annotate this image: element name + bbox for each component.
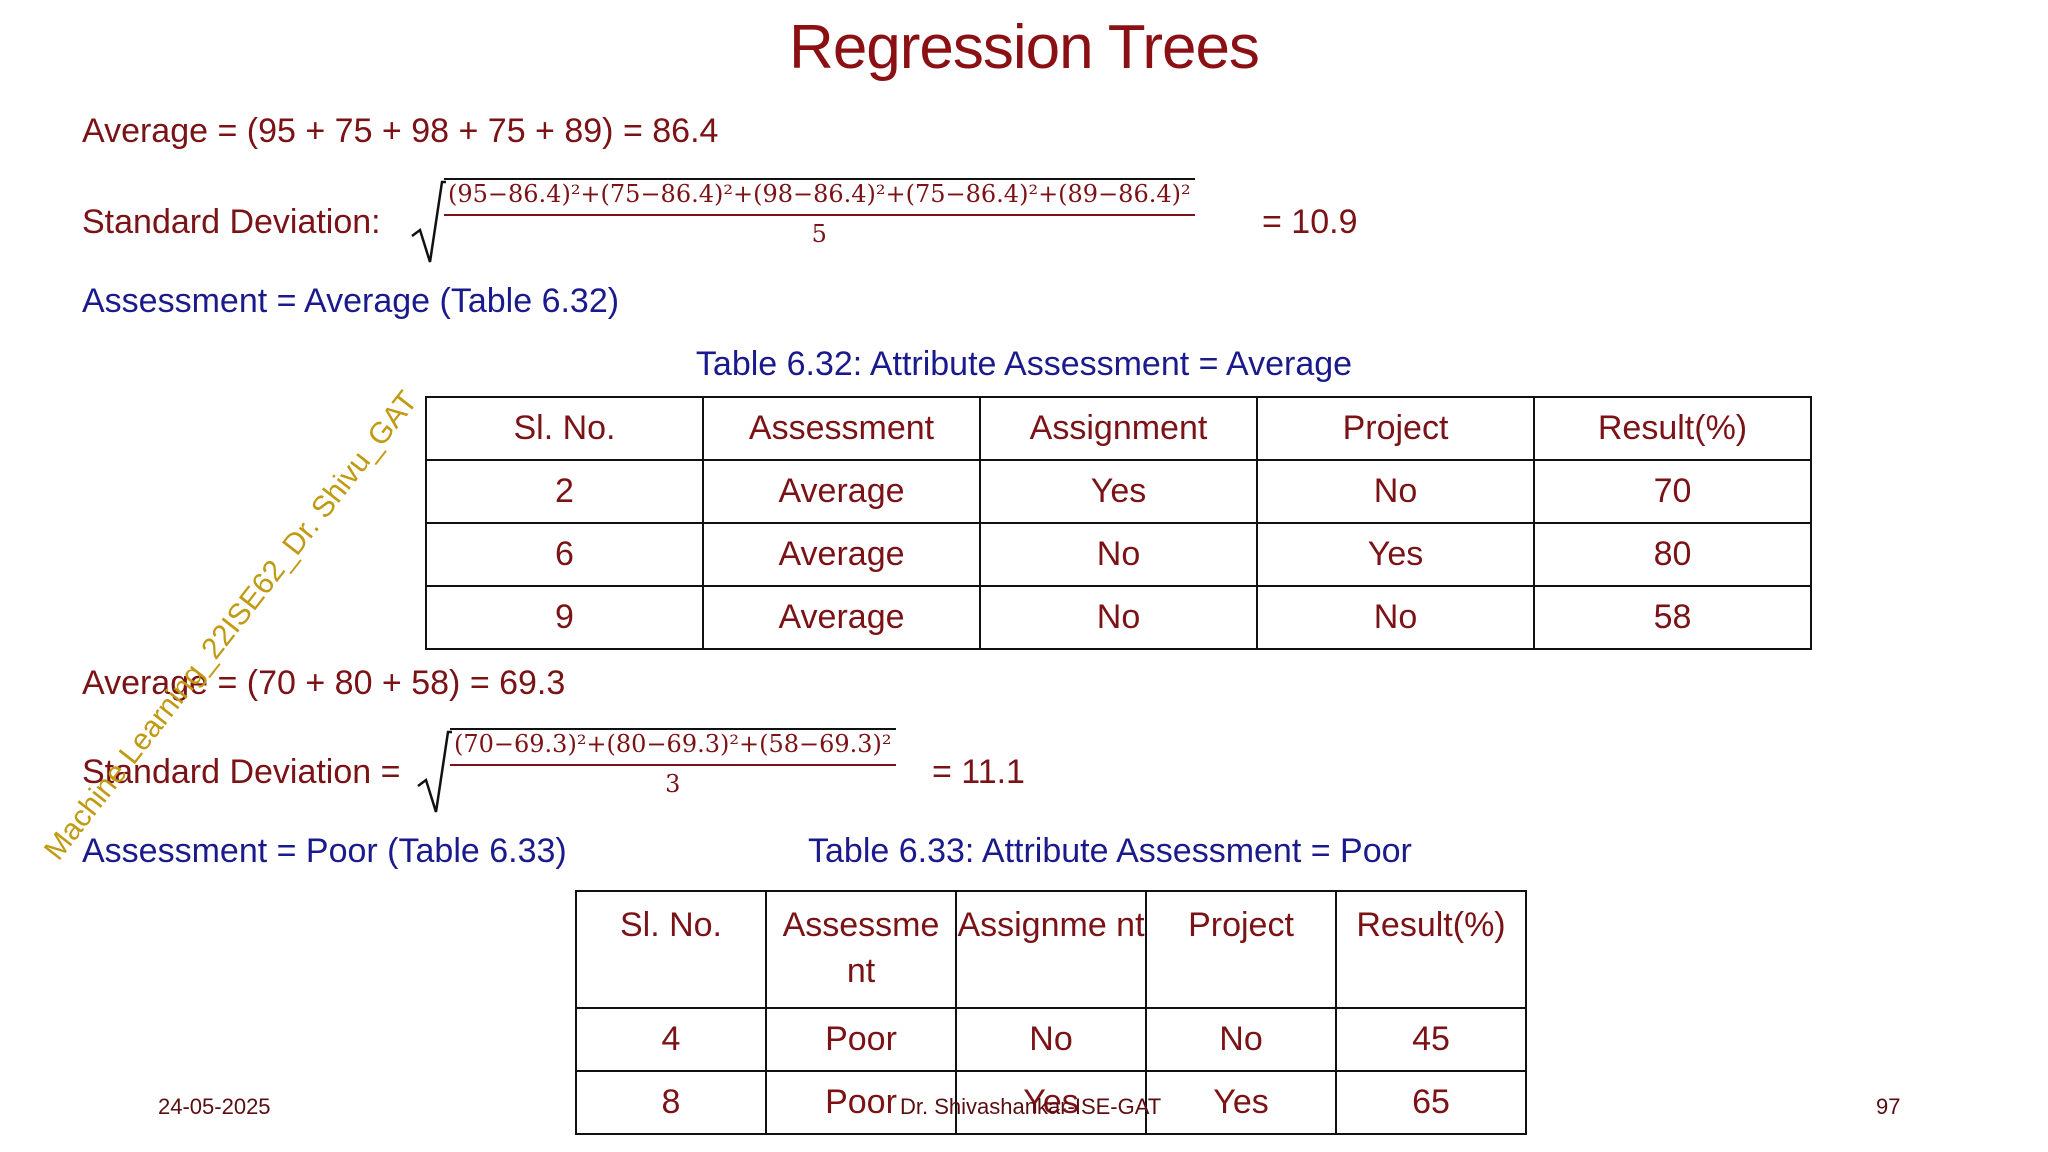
footer-page-number: 97 bbox=[1876, 1094, 1901, 1119]
table-row: 8 Poor Yes Yes 65 bbox=[575, 1070, 1527, 1135]
table-cell: 9 bbox=[425, 585, 704, 650]
sd-fraction-1: (95−86.4)²+(75−86.4)²+(98−86.4)²+(75−86.… bbox=[444, 178, 1195, 248]
table-cell: 80 bbox=[1533, 522, 1812, 587]
table-cell: 58 bbox=[1533, 585, 1812, 650]
table-cell: Yes bbox=[955, 1070, 1147, 1135]
table-cell: Yes bbox=[979, 459, 1258, 524]
table-cell: No bbox=[955, 1007, 1147, 1072]
header-cell: Assessme nt bbox=[765, 890, 957, 1009]
header-cell: Sl. No. bbox=[575, 890, 767, 1009]
sd-denominator-1: 5 bbox=[811, 220, 827, 248]
header-cell: Assignment bbox=[979, 396, 1258, 461]
table-cell: Average bbox=[702, 459, 981, 524]
table-6-33: Sl. No. Assessme nt Assignme nt Project … bbox=[575, 890, 1527, 1135]
table-cell: Yes bbox=[1256, 522, 1535, 587]
table-cell: 2 bbox=[425, 459, 704, 524]
table-cell: 6 bbox=[425, 522, 704, 587]
table-cell: Average bbox=[702, 522, 981, 587]
header-cell: Sl. No. bbox=[425, 396, 704, 461]
sd-result-2: = 11.1 bbox=[932, 753, 1025, 791]
table-row: 6 Average No Yes 80 bbox=[425, 522, 1812, 587]
footer-author: Dr. Shivashankar-ISE-GAT bbox=[900, 1094, 1162, 1119]
header-cell: Project bbox=[1256, 396, 1535, 461]
assessment-average-line: Assessment = Average (Table 6.32) bbox=[82, 282, 620, 320]
table-6-32: Sl. No. Assessment Assignment Project Re… bbox=[425, 396, 1812, 650]
sqrt-symbol-1 bbox=[411, 180, 446, 263]
table-6-33-caption: Table 6.33: Attribute Assessment = Poor bbox=[808, 832, 1412, 870]
header-cell: Assessment bbox=[702, 396, 981, 461]
sd-label-1: Standard Deviation: bbox=[82, 203, 381, 241]
table-row: 2 Average Yes No 70 bbox=[425, 459, 1812, 524]
header-cell: Result(%) bbox=[1533, 396, 1812, 461]
assessment-poor-line: Assessment = Poor (Table 6.33) bbox=[82, 832, 567, 870]
average-line-1: Average = (95 + 75 + 98 + 75 + 89) = 86.… bbox=[82, 112, 719, 150]
table-cell: Poor bbox=[765, 1007, 957, 1072]
table-header-row: Sl. No. Assessme nt Assignme nt Project … bbox=[575, 890, 1527, 1009]
sd-denominator-2: 3 bbox=[665, 770, 681, 798]
table-cell: Poor bbox=[765, 1070, 957, 1135]
sd-numerator-1: (95−86.4)²+(75−86.4)²+(98−86.4)²+(75−86.… bbox=[444, 180, 1195, 216]
table-cell: 65 bbox=[1335, 1070, 1527, 1135]
watermark: Machine Learning_22ISE62_Dr. Shivu_GAT bbox=[38, 385, 425, 867]
header-cell: Assignme nt bbox=[955, 890, 1147, 1009]
slide-title: Regression Trees bbox=[789, 13, 1260, 82]
table-row: 9 Average No No 58 bbox=[425, 585, 1812, 650]
table-cell: Average bbox=[702, 585, 981, 650]
table-cell: No bbox=[979, 585, 1258, 650]
footer-date: 24-05-2025 bbox=[158, 1094, 271, 1119]
sqrt-symbol-2 bbox=[417, 730, 452, 813]
table-6-32-caption: Table 6.32: Attribute Assessment = Avera… bbox=[695, 345, 1353, 383]
table-cell: 4 bbox=[575, 1007, 767, 1072]
table-cell: No bbox=[1145, 1007, 1337, 1072]
table-cell: No bbox=[979, 522, 1258, 587]
table-cell: No bbox=[1256, 585, 1535, 650]
average-line-2: Average = (70 + 80 + 58) = 69.3 bbox=[82, 664, 566, 702]
table-cell: Yes bbox=[1145, 1070, 1337, 1135]
header-cell: Project bbox=[1145, 890, 1337, 1009]
table-cell: 45 bbox=[1335, 1007, 1527, 1072]
header-cell: Result(%) bbox=[1335, 890, 1527, 1009]
sd-label-2: Standard Deviation = bbox=[82, 753, 401, 791]
sd-fraction-2: (70−69.3)²+(80−69.3)²+(58−69.3)² 3 bbox=[450, 728, 896, 798]
table-header-row: Sl. No. Assessment Assignment Project Re… bbox=[425, 396, 1812, 461]
sd-result-1: = 10.9 bbox=[1262, 203, 1358, 241]
table-cell: 8 bbox=[575, 1070, 767, 1135]
table-cell: No bbox=[1256, 459, 1535, 524]
sd-numerator-2: (70−69.3)²+(80−69.3)²+(58−69.3)² bbox=[450, 730, 896, 766]
table-cell: 70 bbox=[1533, 459, 1812, 524]
table-row: 4 Poor No No 45 bbox=[575, 1007, 1527, 1072]
